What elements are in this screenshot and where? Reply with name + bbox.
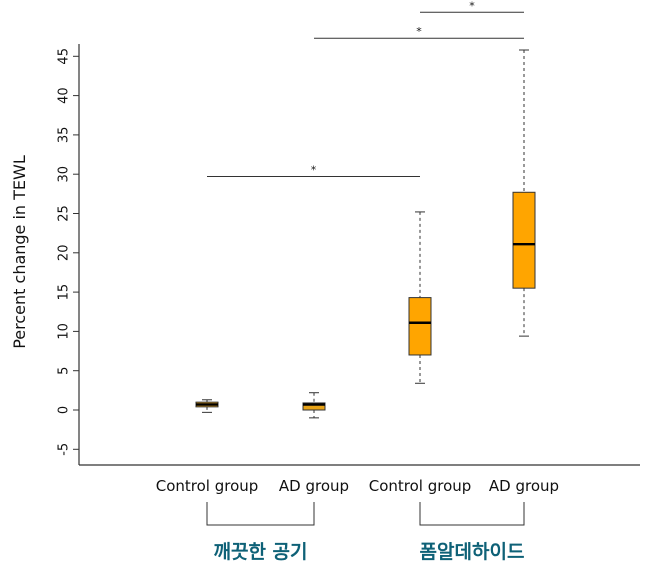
group-bracket-1: 깨끗한 공기 <box>206 502 315 563</box>
group-bracket-line <box>206 502 315 526</box>
iqr-box <box>302 402 326 411</box>
significance-star-3: * <box>469 0 475 12</box>
box-1 <box>195 399 219 413</box>
box-2 <box>302 392 326 419</box>
y-axis-title: Percent change in TEWL <box>10 155 29 349</box>
y-tick-label: 30 <box>57 166 72 183</box>
iqr-box <box>512 191 536 289</box>
boxes <box>195 49 536 419</box>
category-label-1: Control group <box>156 477 259 495</box>
category-label-2: AD group <box>279 477 349 495</box>
group-bracket-line <box>419 502 525 526</box>
y-tick-label: 15 <box>57 284 72 301</box>
iqr-box <box>408 297 432 356</box>
group-bracket-2: 폼알데하이드 <box>419 502 525 563</box>
category-label-3: Control group <box>369 477 472 495</box>
y-tick-label: 20 <box>57 245 72 262</box>
group-label: 폼알데하이드 <box>420 541 525 563</box>
significance-star-1: * <box>311 164 317 177</box>
group-label: 깨끗한 공기 <box>213 541 307 563</box>
significance-star-2: * <box>416 25 422 38</box>
y-tick-label: 35 <box>57 127 72 144</box>
y-tick-label: 10 <box>57 323 72 340</box>
y-tick-label: 0 <box>57 406 72 414</box>
category-labels: Control group AD group Control group AD gro… <box>156 477 559 495</box>
y-tick-label: -5 <box>57 443 72 456</box>
y-tick-label: 25 <box>57 205 72 222</box>
category-label-4: AD group <box>489 477 559 495</box>
box-3 <box>408 211 432 384</box>
y-tick-label: 40 <box>57 87 72 104</box>
significance-brackets: * * * <box>207 0 524 178</box>
box-4 <box>512 49 536 337</box>
y-axis: -5 0 5 10 15 20 25 30 35 40 45 <box>57 44 640 466</box>
group-brackets: 깨끗한 공기 폼알데하이드 <box>206 502 525 563</box>
y-tick-label: 5 <box>57 367 72 375</box>
y-tick-label: 45 <box>57 48 72 65</box>
